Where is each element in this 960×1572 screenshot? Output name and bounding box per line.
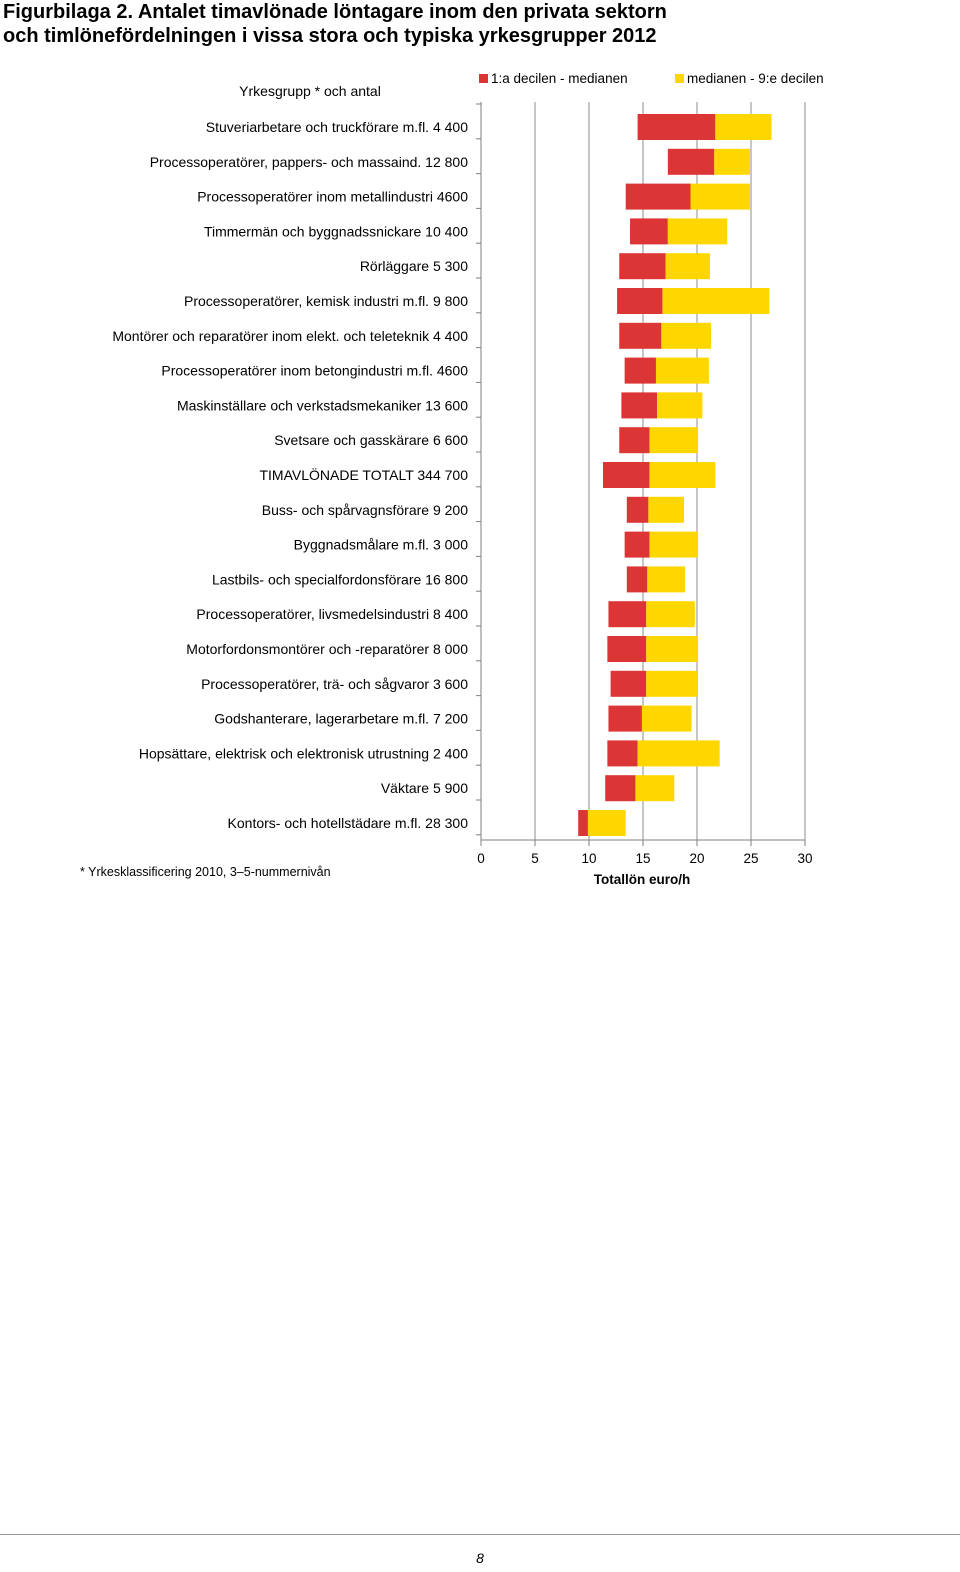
figure-heading-line-2: och timlönefördelningen i vissa stora oc… xyxy=(3,25,657,47)
bar-high-18 xyxy=(641,705,692,732)
x-tick-label-5: 5 xyxy=(531,851,539,866)
footer-divider xyxy=(0,1534,960,1535)
category-label-21: Kontors- och hotellstädare m.fl. 28 300 xyxy=(228,815,469,831)
x-tick-label-15: 15 xyxy=(635,851,650,866)
category-label-3: Processoperatörer inom metallindustri 46… xyxy=(197,189,468,205)
category-label-15: Processoperatörer, livsmedelsindustri 8 … xyxy=(196,606,468,622)
axes: 0 5 10 15 20 25 30 xyxy=(476,102,813,866)
x-tick-label-25: 25 xyxy=(743,851,758,866)
bar-low-4 xyxy=(630,218,668,245)
bar-high-13 xyxy=(649,531,699,558)
legend-swatch-low xyxy=(479,74,488,83)
bar-low-20 xyxy=(605,775,636,802)
bar-low-17 xyxy=(610,670,647,697)
bar-low-19 xyxy=(607,740,638,767)
bar-high-16 xyxy=(646,636,699,662)
bar-low-12 xyxy=(626,496,649,523)
category-label-6: Processoperatörer, kemisk industri m.fl.… xyxy=(184,293,468,309)
category-label-5: Rörläggare 5 300 xyxy=(360,258,468,274)
bars xyxy=(578,114,772,836)
bar-low-18 xyxy=(608,705,642,732)
bar-low-6 xyxy=(617,288,663,314)
category-label-16: Motorfordonsmontörer och -reparatörer 8 … xyxy=(186,641,468,657)
x-tick-label-20: 20 xyxy=(689,851,704,866)
bar-low-9 xyxy=(621,392,658,419)
legend-label-low: 1:a decilen - medianen xyxy=(491,71,628,86)
bar-high-20 xyxy=(635,775,675,802)
category-label-1: Stuveriarbetare och truckförare m.fl. 4 … xyxy=(206,119,468,135)
category-label-13: Byggnadsmålare m.fl. 3 000 xyxy=(294,537,469,553)
category-label-11: TIMAVLÖNADE TOTALT 344 700 xyxy=(259,466,468,483)
bar-high-14 xyxy=(647,566,686,593)
legend: 1:a decilen - medianen medianen - 9:e de… xyxy=(479,71,824,86)
category-label-9: Maskinställare och verkstadsmekaniker 13… xyxy=(177,397,468,413)
bar-low-15 xyxy=(608,601,647,628)
category-label-10: Svetsare och gasskärare 6 600 xyxy=(274,432,468,448)
x-tick-label-30: 30 xyxy=(797,851,812,866)
footnote: * Yrkesklassificering 2010, 3–5-nummerni… xyxy=(80,865,331,879)
decile-bar-chart: 0 5 10 15 20 25 30 Stuveriarbetare och truckfö… xyxy=(80,71,824,887)
bar-low-7 xyxy=(619,322,662,349)
legend-label-high: medianen - 9:e decilen xyxy=(687,71,824,86)
bar-high-7 xyxy=(661,322,712,349)
category-label-4: Timmermän och byggnadssnickare 10 400 xyxy=(204,223,468,239)
bar-low-14 xyxy=(626,566,648,593)
bar-high-3 xyxy=(690,183,750,210)
category-label-20: Väktare 5 900 xyxy=(381,780,468,796)
bar-low-11 xyxy=(603,462,650,488)
bar-low-1 xyxy=(637,114,716,140)
figure-heading: Figurbilaga 2. Antalet timavlönade lönta… xyxy=(3,0,953,48)
bar-low-16 xyxy=(607,636,647,662)
x-tick-label-10: 10 xyxy=(581,851,596,866)
bar-high-6 xyxy=(662,288,770,314)
x-axis-title: Totallön euro/h xyxy=(594,872,691,887)
category-label-18: Godshanterare, lagerarbetare m.fl. 7 200 xyxy=(214,711,468,727)
category-label-12: Buss- och spårvagnsförare 9 200 xyxy=(262,502,468,518)
category-label-2: Processoperatörer, pappers- och massaind… xyxy=(150,154,469,170)
bar-high-19 xyxy=(637,740,720,767)
bar-high-1 xyxy=(715,114,772,140)
bar-low-10 xyxy=(619,427,650,454)
category-label-7: Montörer och reparatörer inom elekt. och… xyxy=(112,328,468,344)
bar-high-8 xyxy=(655,357,709,384)
bar-low-13 xyxy=(624,531,650,558)
bar-high-4 xyxy=(667,218,728,245)
category-label-8: Processoperatörer inom betongindustri m.… xyxy=(161,363,468,379)
bar-high-5 xyxy=(665,253,710,280)
category-labels: Stuveriarbetare och truckförare m.fl. 4 … xyxy=(112,119,468,831)
category-label-17: Processoperatörer, trä- och sågvaror 3 6… xyxy=(201,676,468,692)
category-header: Yrkesgrupp * och antal xyxy=(239,83,381,99)
bar-high-17 xyxy=(646,670,697,697)
x-tick-label-0: 0 xyxy=(477,851,485,866)
bar-high-9 xyxy=(657,392,703,419)
bar-high-15 xyxy=(646,601,695,628)
figure-heading-line-1: Figurbilaga 2. Antalet timavlönade lönta… xyxy=(3,1,667,23)
bar-low-5 xyxy=(619,253,666,280)
legend-swatch-high xyxy=(675,74,684,83)
bar-high-12 xyxy=(648,496,685,523)
bar-low-21 xyxy=(578,810,588,836)
bar-low-8 xyxy=(624,357,656,384)
page-number: 8 xyxy=(476,1550,484,1566)
bar-high-11 xyxy=(649,462,716,488)
bar-high-10 xyxy=(649,427,699,454)
bar-high-21 xyxy=(587,810,626,836)
bar-high-2 xyxy=(714,148,750,175)
bar-low-2 xyxy=(667,148,715,175)
category-label-19: Hopsättare, elektrisk och elektronisk ut… xyxy=(139,745,468,761)
category-label-14: Lastbils- och specialfordonsförare 16 80… xyxy=(212,571,468,587)
bar-low-3 xyxy=(625,183,691,210)
